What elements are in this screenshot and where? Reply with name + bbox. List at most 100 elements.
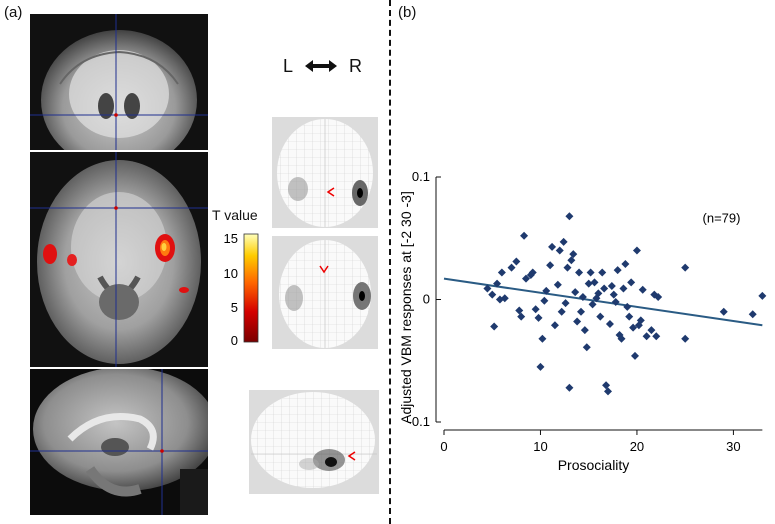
colorbar-tick-15: 15: [224, 231, 238, 246]
data-point: [596, 312, 605, 321]
colorbar-tick-0: 0: [231, 333, 238, 348]
data-point: [631, 351, 640, 360]
data-point: [546, 261, 555, 270]
data-point: [634, 321, 643, 330]
data-point: [650, 290, 659, 299]
left-label: L: [283, 56, 294, 76]
data-point: [490, 322, 499, 331]
data-point: [611, 297, 620, 306]
data-point: [681, 334, 690, 343]
data-point: [538, 334, 547, 343]
data-point: [621, 259, 630, 268]
data-point: [625, 312, 634, 321]
data-point: [559, 237, 568, 246]
x-tick-label: 30: [726, 439, 740, 454]
data-point: [609, 290, 618, 299]
data-point: [588, 300, 597, 309]
panel-b-label: (b): [398, 4, 417, 21]
crosshair-marker: [114, 206, 118, 210]
colorbar-tick-10: 10: [224, 266, 238, 281]
corpus-callosum: [67, 413, 157, 451]
data-point: [617, 334, 626, 343]
data-point: [531, 305, 540, 314]
data-point: [522, 274, 530, 283]
data-point: [548, 242, 557, 251]
sample-size-annotation: (n=79): [703, 210, 741, 225]
data-point: [594, 289, 603, 298]
coronal-slice-image: [30, 14, 208, 150]
glass-marker-coronal: [319, 265, 329, 274]
data-point: [623, 302, 632, 311]
data-point: [627, 278, 636, 287]
data-point: [520, 231, 529, 240]
data-point: [567, 256, 576, 265]
sagittal-brain: [33, 369, 208, 491]
data-point: [580, 326, 589, 335]
data-point: [515, 306, 524, 315]
data-point: [497, 268, 506, 277]
data-point: [500, 294, 509, 303]
data-point: [629, 323, 638, 332]
data-point: [600, 284, 609, 293]
data-point: [576, 307, 585, 316]
data-point: [542, 286, 551, 295]
colorbar: 15 10 5 0: [224, 231, 259, 348]
data-point: [573, 317, 582, 326]
data-point: [582, 343, 591, 352]
activation-left-small: [67, 254, 77, 266]
x-axis-label: Prosociality: [558, 457, 630, 473]
data-point: [488, 290, 497, 299]
data-point: [642, 332, 651, 341]
data-point: [512, 257, 521, 266]
glass-brain-axial: [272, 117, 378, 228]
data-point: [507, 263, 516, 272]
panel-a-label: (a): [4, 4, 23, 21]
data-point: [578, 293, 587, 302]
data-point: [748, 310, 757, 319]
panel-divider: [389, 0, 391, 524]
x-tick-label: 0: [440, 439, 447, 454]
data-point: [598, 268, 607, 277]
data-point: [571, 288, 580, 297]
data-point: [517, 312, 526, 321]
data-point: [563, 263, 572, 272]
data-point: [493, 279, 502, 288]
crosshair-marker: [160, 449, 164, 453]
data-point: [632, 246, 641, 255]
glass-marker-sagittal: [347, 451, 356, 461]
sagittal-slice-image: [30, 369, 208, 515]
colorbar-tick-5: 5: [231, 300, 238, 315]
data-point: [652, 332, 661, 341]
axial-slice: [30, 152, 208, 367]
activation-left-temporal: [43, 244, 57, 264]
data-point: [619, 284, 628, 293]
data-point: [586, 268, 595, 277]
data-point: [719, 307, 728, 316]
y-tick-label: -0.1: [408, 414, 430, 429]
colorbar-title: T value: [212, 207, 258, 223]
data-point: [565, 383, 574, 392]
data-point: [681, 263, 690, 272]
data-point: [613, 266, 622, 275]
data-point: [528, 268, 537, 277]
y-tick-label: 0: [423, 292, 430, 307]
right-label: R: [349, 56, 362, 76]
glass-marker-axial: [326, 187, 335, 197]
data-point: [536, 362, 545, 371]
y-tick-label: 0.1: [412, 169, 430, 184]
data-point: [654, 293, 663, 302]
data-point: [557, 307, 566, 316]
data-point: [565, 212, 574, 221]
glass-brain-sagittal: [249, 390, 379, 494]
sagittal-slice: [30, 369, 208, 515]
data-point: [607, 282, 616, 291]
data-point: [569, 250, 578, 259]
data-point: [758, 291, 767, 300]
data-point: [604, 387, 612, 396]
axial-slice-image: [30, 152, 208, 367]
y-axis-label: Adjusted VBM responses at [-2 30 -3]: [398, 191, 414, 424]
data-point: [647, 326, 656, 335]
colorbar-gradient: [243, 233, 259, 343]
data-point: [602, 381, 611, 390]
data-point: [638, 285, 647, 294]
